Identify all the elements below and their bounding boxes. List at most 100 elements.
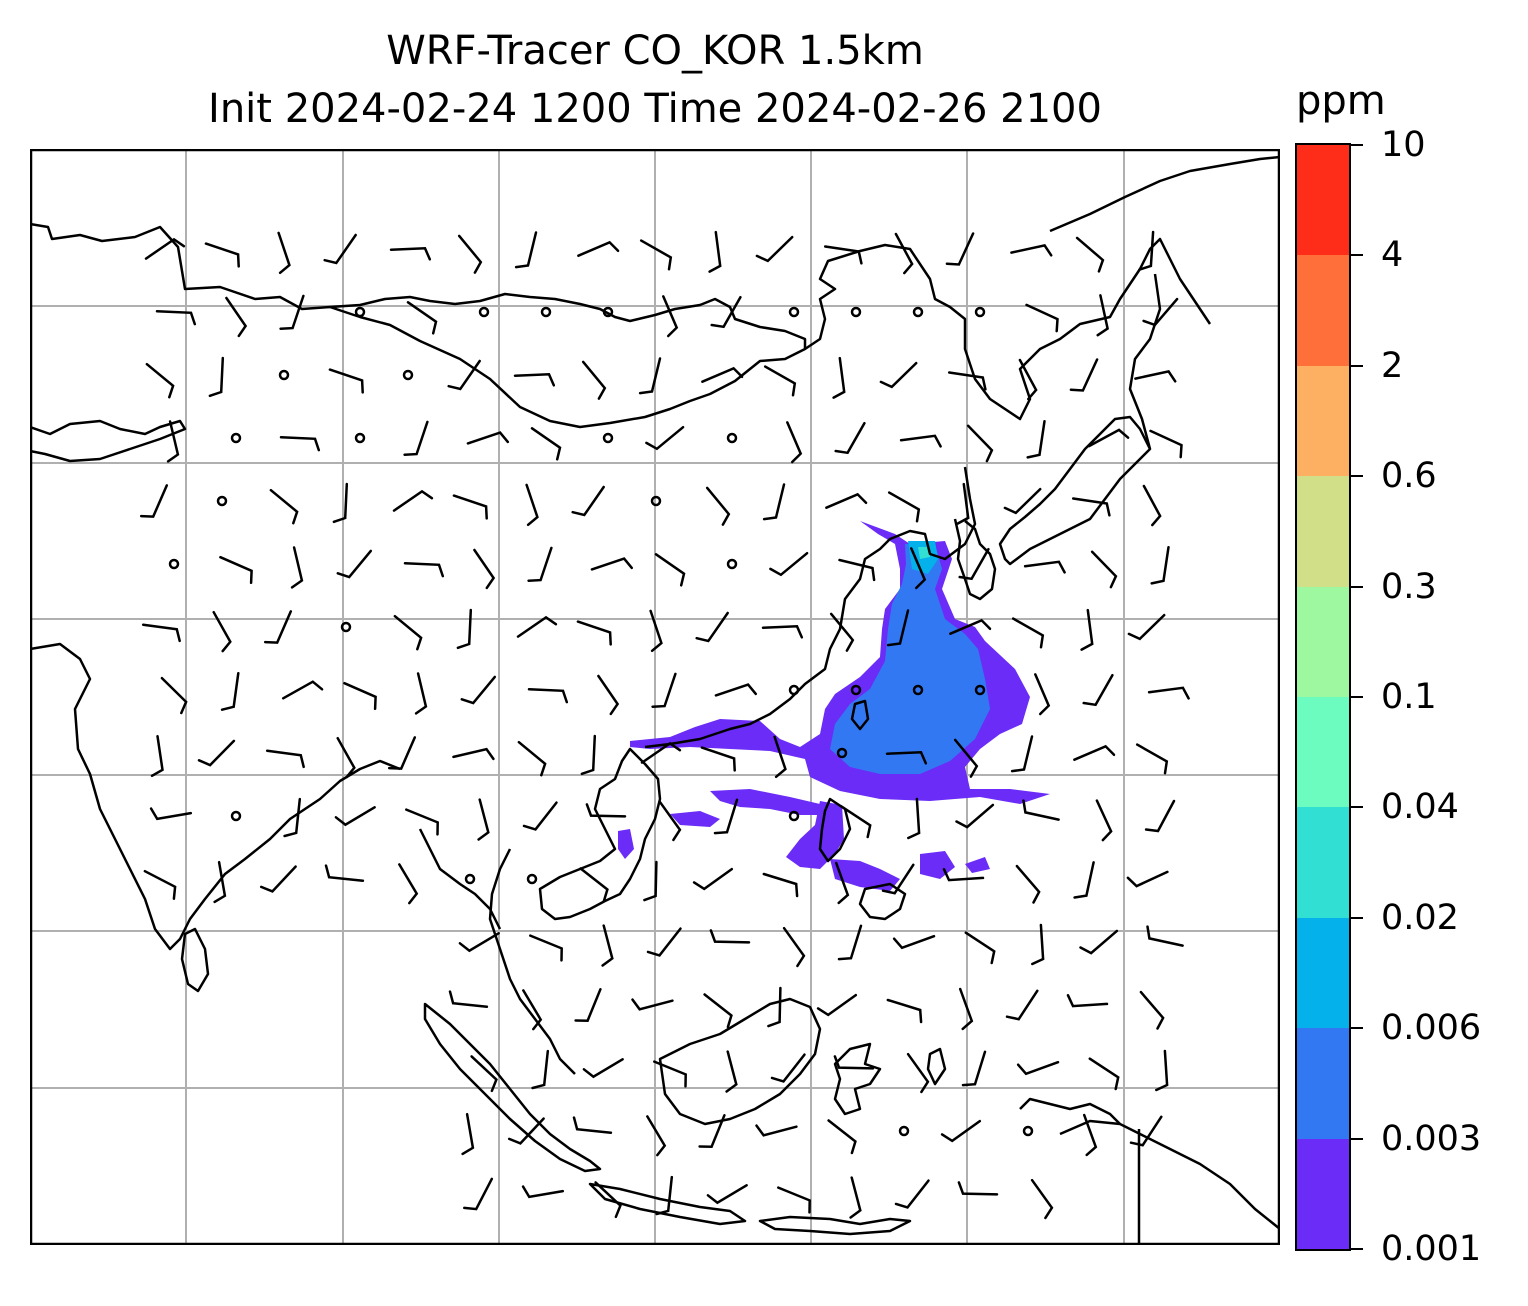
plume-region-philippines	[786, 801, 844, 869]
wind-barb	[149, 807, 193, 821]
colorbar-tick	[1351, 585, 1363, 588]
wind-barb	[1150, 545, 1170, 585]
wind-barb	[827, 1119, 857, 1155]
wind-barb	[263, 610, 293, 644]
wind-barb	[643, 860, 658, 902]
wind-barb	[782, 926, 806, 968]
wind-barb	[1095, 799, 1113, 842]
wind-barb	[460, 675, 497, 705]
calm-wind-marker	[230, 432, 242, 444]
coast-srilanka	[180, 927, 210, 993]
wind-barb	[942, 868, 985, 882]
wind-barb	[706, 1184, 748, 1205]
colorbar-segment	[1297, 476, 1349, 587]
wind-barb	[646, 1115, 667, 1157]
wind-barb	[881, 863, 915, 895]
plume-region-peak	[918, 547, 930, 559]
colorbar-tick-label: 0.04	[1381, 787, 1459, 828]
wind-barb	[958, 987, 974, 1031]
colorbar-tick-label: 10	[1381, 125, 1426, 165]
coast-china-east	[644, 466, 977, 749]
colorbar-segment	[1297, 696, 1349, 808]
coast-russia-northeast	[804, 237, 1212, 421]
wind-barb	[463, 1177, 494, 1211]
wind-barb	[705, 486, 731, 526]
colorbar-segment	[1297, 255, 1349, 366]
plume-region-core	[830, 544, 990, 774]
calm-wind-marker	[216, 495, 228, 507]
wind-barb	[961, 1050, 987, 1087]
wind-barb	[1010, 735, 1034, 773]
coast-java	[588, 1182, 747, 1226]
plume-region-south	[830, 859, 900, 891]
wind-barb	[1147, 686, 1190, 700]
wind-barb	[762, 483, 786, 521]
plume-region-sea	[710, 789, 830, 815]
wind-barb	[572, 1116, 613, 1135]
calm-wind-marker	[540, 306, 552, 318]
wind-barb	[837, 924, 863, 961]
wind-barb	[879, 361, 918, 389]
wind-barb	[767, 986, 782, 1028]
wind-barb	[166, 420, 180, 463]
wind-barb	[406, 301, 438, 335]
wind-barb	[403, 420, 429, 456]
wind-barb	[571, 485, 605, 517]
wind-barb	[653, 1060, 687, 1088]
wind-barb	[456, 608, 473, 650]
calm-wind-marker	[1022, 1125, 1034, 1137]
wind-barb	[144, 237, 186, 260]
coast-india	[30, 642, 401, 951]
wind-barb	[1034, 673, 1051, 716]
wind-barb	[710, 295, 742, 329]
wind-barb	[906, 1052, 930, 1094]
wind-barb	[1011, 617, 1045, 649]
wind-barb	[649, 609, 663, 653]
calm-wind-marker	[602, 306, 614, 318]
wind-barb	[645, 425, 685, 451]
wind-barb	[763, 365, 797, 397]
wind-barb	[507, 1117, 545, 1145]
wind-barb	[910, 547, 927, 590]
wind-barb	[692, 867, 734, 891]
wind-barb	[405, 808, 439, 836]
wind-barb	[1129, 1115, 1163, 1147]
plume-region-sea-2	[670, 811, 720, 827]
wind-barb	[517, 740, 547, 777]
wind-barb	[945, 232, 975, 266]
wind-barb	[955, 803, 995, 829]
wind-barb	[336, 549, 373, 579]
map-gridlines	[30, 149, 1280, 1245]
wind-barb	[698, 1114, 726, 1148]
wind-barb	[323, 233, 357, 265]
wind-barb	[530, 427, 562, 461]
wind-barb	[639, 239, 673, 271]
colorbar-segment	[1297, 365, 1349, 477]
wind-barb	[1003, 487, 1042, 515]
wind-barb	[160, 676, 188, 715]
wind-barb	[212, 610, 232, 653]
coast-timor	[758, 1215, 912, 1236]
wind-barb	[521, 1185, 565, 1199]
coast-new-guinea-north	[1019, 1097, 1121, 1125]
colorbar-tick	[1351, 916, 1363, 919]
colorbar-tick-label: 0.6	[1381, 456, 1437, 497]
wind-barb	[701, 366, 744, 383]
colorbar-tick	[1351, 696, 1363, 698]
wind-barb	[1096, 294, 1110, 337]
wind-barb	[834, 421, 866, 455]
wind-barb	[708, 230, 722, 273]
wind-barb	[1022, 799, 1060, 821]
wind-barb	[1142, 484, 1162, 527]
calm-wind-marker	[912, 306, 924, 318]
wind-barb	[840, 805, 872, 839]
wind-barb	[531, 1049, 550, 1090]
wind-barb	[281, 680, 324, 700]
wind-barb	[452, 494, 488, 520]
wind-barb	[1073, 861, 1095, 899]
wind-barb	[514, 231, 538, 269]
colorbar-tick	[1351, 1027, 1363, 1030]
wind-barb	[892, 934, 936, 950]
colorbar-tick-label: 0.006	[1381, 1008, 1482, 1049]
colorbar-tick-label: 2	[1381, 345, 1404, 386]
